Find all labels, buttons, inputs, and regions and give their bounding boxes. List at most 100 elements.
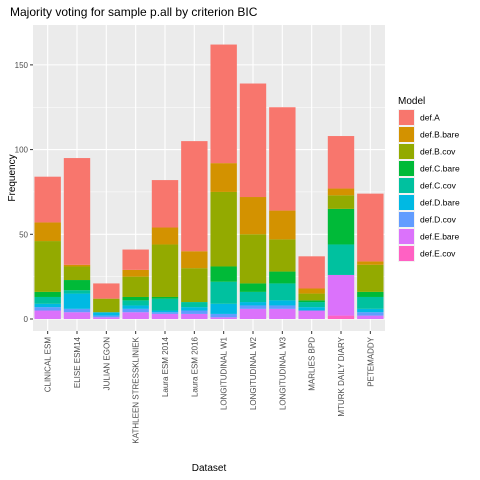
x-tick-label: MARLIES BPD bbox=[308, 337, 317, 391]
bar-segment-def-d-bare bbox=[181, 307, 208, 311]
bar-segment-def-c-bare bbox=[34, 291, 61, 297]
bar-segment-def-d-bare bbox=[63, 293, 91, 309]
x-axis: CLINICAL ESM ELISE ESM14 JULIAN EGON KATHLE… bbox=[44, 331, 375, 444]
bar-segment-def-e-bare bbox=[181, 313, 208, 319]
bar-segment-def-b-bare bbox=[210, 163, 237, 192]
bar-segment-def-d-bare bbox=[122, 305, 149, 309]
bar-segment-def-a bbox=[93, 283, 120, 299]
bar-segment-def-c-bare bbox=[298, 300, 325, 303]
x-tick-label: Laura ESM 2014 bbox=[161, 336, 170, 397]
y-tick-label: 100 bbox=[15, 146, 29, 155]
bar-segment-def-d-bare bbox=[357, 308, 384, 313]
bar-segment-def-a bbox=[210, 44, 237, 164]
x-tick-label: JULIAN EGON bbox=[102, 337, 111, 391]
bar-segment-def-d-cov bbox=[34, 307, 61, 311]
legend-label: def.B.bare bbox=[420, 130, 459, 140]
bar-segment-def-d-bare bbox=[210, 303, 237, 314]
bar-segment-def-e-bare bbox=[34, 310, 61, 319]
x-tick-label: ELISE ESM14 bbox=[73, 336, 82, 388]
x-tick-label: PETEMADDY bbox=[366, 336, 375, 386]
bar-segment-def-b-cov bbox=[357, 264, 384, 292]
legend-swatch bbox=[399, 144, 414, 159]
legend-swatch bbox=[399, 110, 414, 125]
bar-segment-def-b-cov bbox=[93, 298, 120, 313]
bar-segment-def-c-bare bbox=[151, 296, 179, 299]
legend-title: Model bbox=[398, 96, 425, 107]
bar-segment-def-c-bare bbox=[63, 280, 91, 291]
bar-segment-def-b-bare bbox=[357, 261, 384, 265]
bar-segment-def-b-cov bbox=[298, 293, 325, 301]
bar-segment-def-a bbox=[298, 256, 325, 289]
bar-segment-def-c-cov bbox=[181, 302, 208, 308]
bar-segment-def-d-cov bbox=[357, 312, 384, 316]
legend-swatch bbox=[399, 246, 414, 261]
bar-segment-def-b-bare bbox=[34, 222, 61, 242]
bar-segment-def-b-cov bbox=[34, 241, 61, 292]
x-tick-label: KATHLEEN STRESSKLINIEK bbox=[132, 336, 141, 443]
bar-segment-def-c-bare bbox=[122, 296, 149, 301]
x-tick-label: LONGITUDINAL W2 bbox=[249, 336, 258, 410]
bar-segment-def-c-bare bbox=[210, 266, 237, 282]
bar-segment-def-c-cov bbox=[151, 298, 179, 311]
bar-segment-def-a bbox=[269, 107, 296, 211]
bar-segment-def-d-cov bbox=[151, 312, 179, 314]
x-tick-label: LONGITUDINAL W1 bbox=[220, 336, 229, 410]
legend: Model def.A def.B.bare def.B.cov def.C.bare… bbox=[398, 96, 460, 262]
bar-segment-def-b-bare bbox=[239, 197, 267, 235]
bar-segment-def-c-bare bbox=[269, 271, 296, 284]
legend-swatch bbox=[399, 161, 414, 176]
y-axis-title: Frequency bbox=[7, 154, 18, 201]
legend-swatch bbox=[399, 195, 414, 210]
x-axis-title: Dataset bbox=[192, 463, 227, 474]
bar-segment-def-c-cov bbox=[327, 244, 355, 275]
bar-segment-def-b-cov bbox=[151, 244, 179, 297]
legend-label: def.D.bare bbox=[420, 198, 460, 208]
bar-segment-def-a bbox=[122, 249, 149, 270]
bar-segment-def-c-cov bbox=[298, 302, 325, 308]
bar-segment-def-b-cov bbox=[239, 234, 267, 284]
bar-segment-def-c-bare bbox=[327, 208, 355, 245]
bar-segment-def-b-cov bbox=[122, 276, 149, 297]
bar-segment-def-d-cov bbox=[210, 313, 237, 318]
bar-segment-def-b-cov bbox=[63, 266, 91, 281]
bar-segment-def-b-bare bbox=[269, 210, 296, 240]
y-tick-label: 0 bbox=[24, 315, 29, 324]
legend-swatch bbox=[399, 127, 414, 142]
bar-segment-def-a bbox=[239, 83, 267, 198]
chart-title: Majority voting for sample p.all by crit… bbox=[10, 5, 258, 19]
bar-segment-def-d-bare bbox=[269, 300, 296, 306]
bar-segment-def-c-cov bbox=[239, 291, 267, 303]
bar-segment-def-b-bare bbox=[122, 269, 149, 277]
bar-segment-def-e-cov bbox=[327, 315, 355, 319]
x-tick-label: CLINICAL ESM bbox=[44, 337, 53, 393]
bar-segment-def-e-bare bbox=[210, 317, 237, 319]
bar-segment-def-b-cov bbox=[327, 195, 355, 209]
bar-segment-def-a bbox=[63, 158, 91, 265]
bar-segment-def-d-bare bbox=[298, 307, 325, 311]
bar-segment-def-b-cov bbox=[181, 268, 208, 303]
bar-segment-def-d-bare bbox=[34, 303, 61, 308]
x-tick-label: Laura ESM 2016 bbox=[190, 336, 199, 397]
bar-segment-def-c-cov bbox=[210, 281, 237, 304]
legend-label: def.E.bare bbox=[420, 232, 459, 242]
bar-segment-def-b-cov bbox=[269, 239, 296, 272]
bar-segment-def-e-bare bbox=[122, 312, 149, 319]
bar-segment-def-c-bare bbox=[357, 291, 384, 297]
bar-segment-def-e-bare bbox=[93, 317, 120, 319]
plot-panel bbox=[33, 25, 385, 331]
bar-segment-def-d-bare bbox=[93, 312, 120, 316]
bar-segment-def-c-cov bbox=[269, 283, 296, 301]
bar-segment-def-d-cov bbox=[122, 308, 149, 313]
legend-label: def.B.cov bbox=[420, 147, 456, 157]
x-tick-label: LONGITUDINAL W3 bbox=[278, 336, 287, 410]
bar-segment-def-b-cov bbox=[210, 191, 237, 267]
bar-segment-def-a bbox=[357, 193, 384, 262]
bar-segment-def-e-bare bbox=[269, 308, 296, 319]
bar-segment-def-a bbox=[151, 180, 179, 228]
bar-segment-def-d-cov bbox=[181, 310, 208, 314]
bars-group bbox=[34, 44, 384, 319]
legend-label: def.D.cov bbox=[420, 215, 457, 225]
bar-segment-def-c-bare bbox=[239, 283, 267, 292]
y-axis: 0 50 100 150 bbox=[15, 61, 33, 324]
bar-segment-def-e-bare bbox=[327, 274, 355, 316]
